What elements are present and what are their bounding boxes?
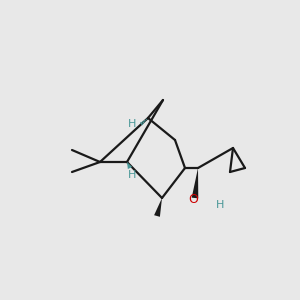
- Text: O: O: [189, 193, 198, 206]
- Text: H: H: [128, 118, 137, 128]
- Text: H: H: [128, 169, 136, 180]
- Text: H: H: [216, 200, 224, 210]
- Polygon shape: [154, 198, 162, 217]
- Polygon shape: [127, 162, 132, 169]
- Polygon shape: [192, 168, 198, 198]
